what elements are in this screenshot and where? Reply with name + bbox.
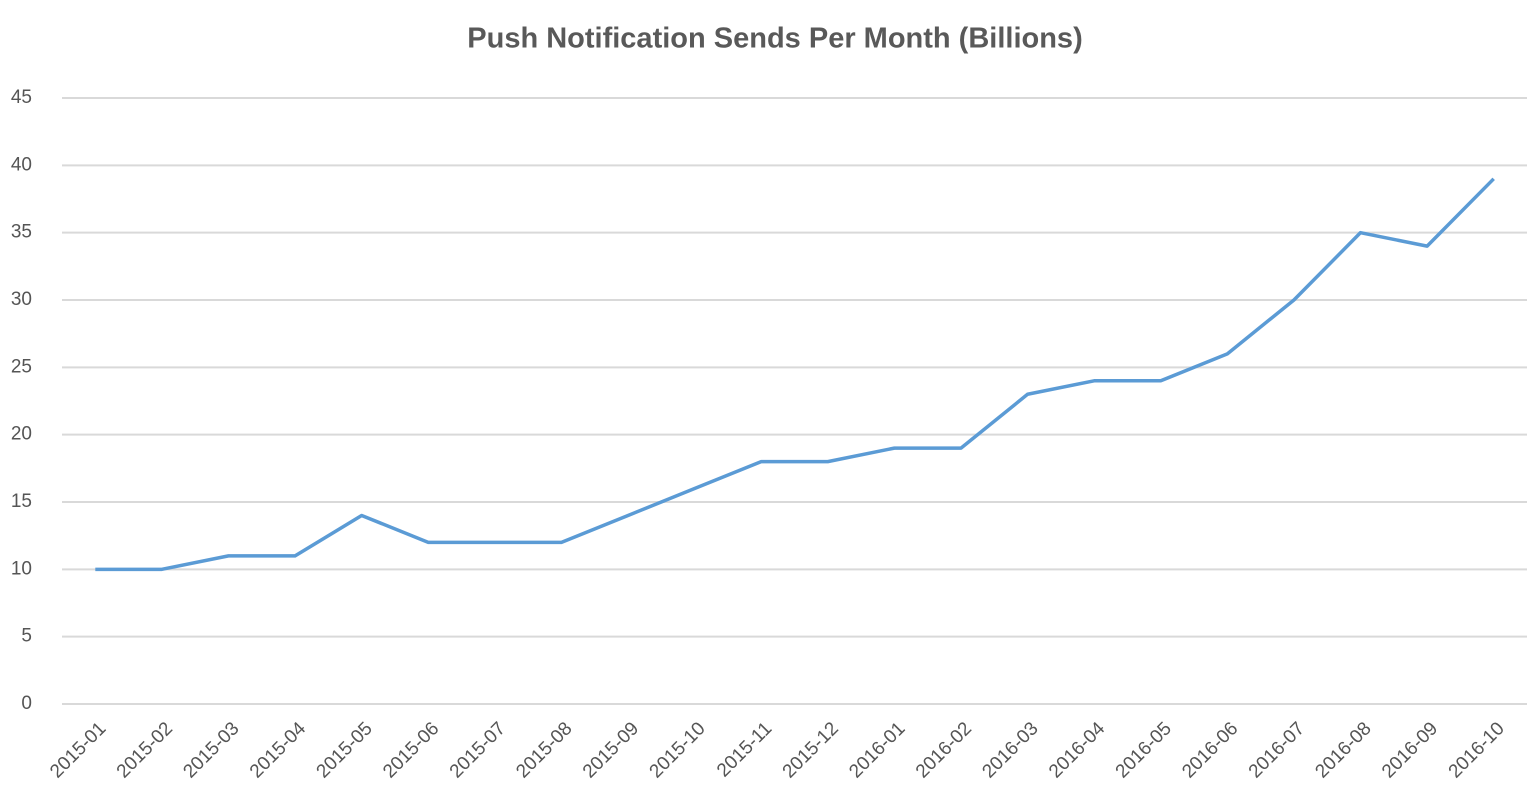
x-tick-label: 2015-05 bbox=[313, 718, 377, 782]
y-tick-label: 5 bbox=[21, 626, 32, 647]
x-tick-label: 2015-10 bbox=[646, 718, 710, 782]
y-tick-label: 10 bbox=[11, 558, 32, 579]
x-tick-label: 2015-12 bbox=[779, 718, 843, 782]
x-tick-label: 2015-07 bbox=[446, 718, 510, 782]
x-tick-label: 2016-07 bbox=[1245, 718, 1309, 782]
x-tick-label: 2016-05 bbox=[1112, 718, 1176, 782]
x-tick-label: 2015-01 bbox=[46, 718, 110, 782]
line-series bbox=[95, 177, 1495, 572]
x-tick-label: 2016-08 bbox=[1311, 718, 1375, 782]
x-tick-label: 2015-08 bbox=[512, 718, 576, 782]
x-tick-label: 2016-06 bbox=[1178, 718, 1242, 782]
y-tick-label: 20 bbox=[11, 424, 32, 445]
x-tick-label: 2015-04 bbox=[246, 718, 310, 782]
chart-title: Push Notification Sends Per Month (Billi… bbox=[467, 23, 1082, 55]
x-tick-label: 2016-03 bbox=[978, 718, 1042, 782]
y-tick-label: 35 bbox=[11, 222, 32, 243]
x-tick-label: 2015-11 bbox=[713, 718, 776, 781]
x-tick-label: 2015-09 bbox=[579, 718, 643, 782]
x-tick-label: 2016-04 bbox=[1045, 718, 1109, 782]
y-tick-label: 30 bbox=[11, 289, 32, 310]
x-tick-label: 2015-06 bbox=[379, 718, 443, 782]
y-tick-label: 25 bbox=[11, 356, 32, 377]
y-tick-label: 45 bbox=[11, 87, 32, 108]
x-tick-label: 2016-02 bbox=[912, 718, 976, 782]
y-tick-label: 0 bbox=[21, 693, 32, 714]
y-tick-label: 15 bbox=[11, 491, 32, 512]
x-tick-label: 2015-02 bbox=[113, 718, 177, 782]
x-tick-label: 2016-09 bbox=[1378, 718, 1442, 782]
y-tick-label: 40 bbox=[11, 154, 32, 175]
x-tick-label: 2015-03 bbox=[179, 718, 243, 782]
x-tick-label: 2016-10 bbox=[1445, 718, 1509, 782]
x-tick-label: 2016-01 bbox=[845, 718, 909, 782]
